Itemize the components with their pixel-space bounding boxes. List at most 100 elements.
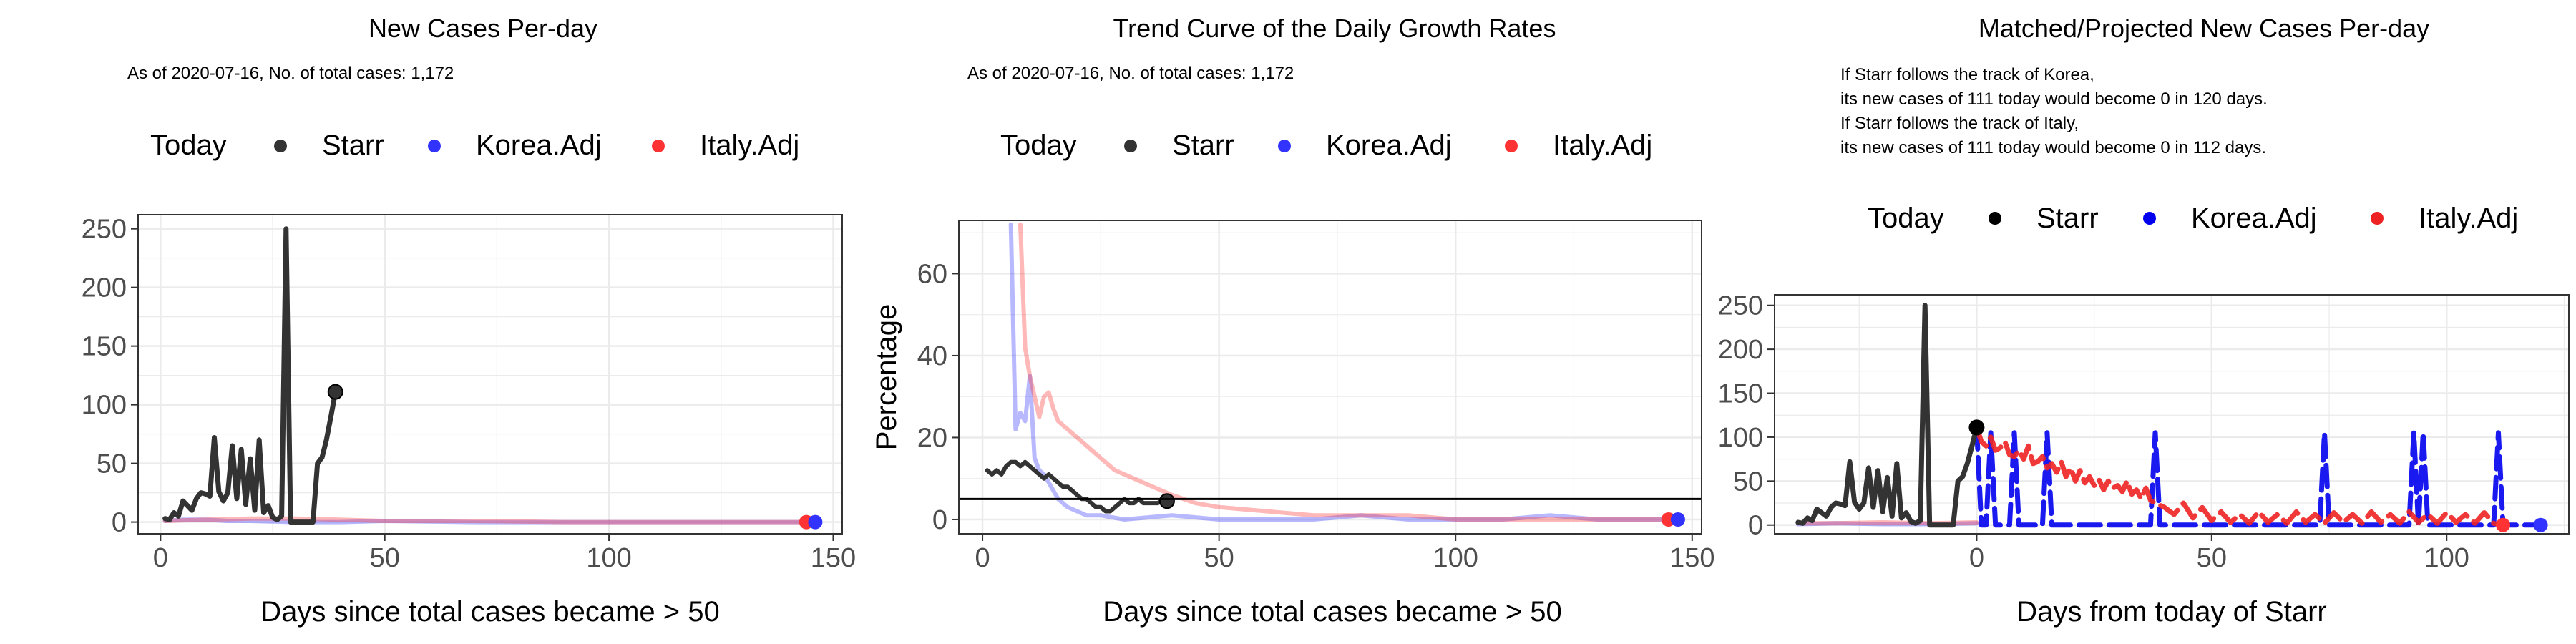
y-tick-label: 150 (82, 332, 127, 362)
legend-key-korea (2143, 212, 2156, 225)
series-line-korea-adj (1008, 222, 1680, 522)
plot-border (1774, 294, 2570, 535)
today-marker (1158, 493, 1175, 509)
y-tick-label: 200 (82, 273, 127, 303)
x-tick-label: 0 (153, 543, 168, 573)
y-tick-label: 20 (917, 423, 947, 453)
y-tick-label: 150 (1718, 379, 1763, 409)
chart-panel-new-cases: New Cases Per-day As of 2020-07-16, No. … (82, 14, 857, 628)
x-axis-label: Days from today of Starr (2016, 596, 2326, 628)
plot-border (958, 220, 1702, 535)
x-axis-ticks: 0 50 100 (1969, 534, 2469, 573)
x-axis-ticks: 0 50 100 150 (153, 534, 856, 573)
chart-title: Trend Curve of the Daily Growth Rates (1113, 14, 1556, 43)
projection-annotation: If Starr follows the track of Korea, its… (1840, 65, 2268, 157)
legend-key-starr (1989, 212, 2001, 225)
y-tick-label: 60 (917, 259, 947, 289)
legend-title: Today (1000, 130, 1077, 161)
series-line-italy-adj (162, 516, 809, 525)
plot-background (959, 220, 1702, 534)
y-axis-ticks: 0 50 100 150 200 250 (82, 215, 138, 538)
x-axis-label: Days since total cases became > 50 (1103, 596, 1561, 628)
end-marker-korea-adj (1670, 512, 1685, 527)
legend-label-italy: Italy.Adj (700, 130, 799, 161)
series-line-italy-adj (1018, 222, 1671, 522)
today-marker (1968, 419, 1985, 436)
x-tick-label: 150 (1669, 543, 1714, 573)
plot-background (1775, 295, 2569, 534)
y-tick-label: 50 (97, 449, 127, 479)
legend-label-korea: Korea.Adj (476, 130, 602, 161)
legend-title: Today (1868, 203, 1944, 234)
end-marker-italy-adj (2496, 517, 2511, 532)
legend-label-starr: Starr (1172, 130, 1234, 161)
y-tick-label: 0 (1748, 511, 1763, 541)
series-group (1795, 303, 2544, 528)
legend: Today Starr Korea.Adj Italy.Adj (150, 130, 799, 161)
x-tick-label: 100 (1433, 543, 1478, 573)
plot-border (137, 214, 843, 535)
chart-subtitle: As of 2020-07-16, No. of total cases: 1,… (127, 64, 454, 83)
today-marker (327, 384, 343, 400)
x-tick-label: 0 (975, 543, 990, 573)
legend: Today Starr Korea.Adj Italy.Adj (1000, 130, 1652, 161)
chart-panel-growth-rates: Trend Curve of the Daily Growth Rates As… (871, 14, 1714, 628)
legend-label-italy: Italy.Adj (1553, 130, 1652, 161)
y-tick-label: 250 (1718, 291, 1763, 321)
annotation-line: its new cases of 111 today would become … (1840, 138, 2266, 157)
annotation-line: If Starr follows the track of Italy, (1840, 114, 2079, 133)
legend-key-starr (1124, 140, 1137, 152)
y-axis-ticks: 0 50 100 150 200 250 (1718, 291, 1775, 541)
annotation-line: If Starr follows the track of Korea, (1840, 65, 2094, 84)
chart-subtitle: As of 2020-07-16, No. of total cases: 1,… (967, 64, 1294, 83)
legend-label-korea: Korea.Adj (1326, 130, 1452, 161)
series-line-starr (1795, 303, 1979, 528)
series-line-italy-adj-projected (1974, 424, 2506, 528)
x-tick-label: 100 (2424, 543, 2469, 573)
x-tick-label: 50 (370, 543, 400, 573)
x-tick-label: 50 (2197, 543, 2227, 573)
legend-key-italy (1505, 140, 1518, 152)
legend-key-korea (428, 140, 441, 152)
legend-key-italy (2371, 212, 2384, 225)
series-line-starr (985, 459, 1169, 514)
y-tick-label: 40 (917, 341, 947, 371)
y-tick-label: 100 (1718, 423, 1763, 453)
y-axis-label: Percentage (871, 304, 902, 451)
marker-group (1158, 493, 1685, 527)
marker-group (327, 384, 823, 530)
y-tick-label: 200 (1718, 335, 1763, 365)
x-tick-label: 50 (1204, 543, 1234, 573)
legend-key-italy (652, 140, 665, 152)
chart-title: New Cases Per-day (369, 14, 597, 43)
chart-title: Matched/Projected New Cases Per-day (1979, 14, 2429, 43)
legend-label-korea: Korea.Adj (2191, 203, 2317, 234)
legend-key-korea (1278, 140, 1291, 152)
x-axis-ticks: 0 50 100 150 (975, 534, 1714, 573)
y-tick-label: 50 (1733, 467, 1763, 497)
series-line-korea-adj-projected (1974, 424, 2544, 528)
legend-label-starr: Starr (322, 130, 384, 161)
x-tick-label: 100 (586, 543, 631, 573)
series-group (162, 226, 818, 525)
series-line-starr (162, 226, 338, 525)
marker-group (1968, 419, 2548, 532)
end-marker-korea-adj (2533, 517, 2548, 532)
chart-panel-projected: Matched/Projected New Cases Per-day If S… (1718, 14, 2570, 628)
legend-title: Today (150, 130, 227, 161)
y-tick-label: 0 (932, 505, 947, 535)
annotation-line: its new cases of 111 today would become … (1840, 89, 2268, 109)
legend-label-italy: Italy.Adj (2419, 203, 2518, 234)
legend-key-starr (274, 140, 287, 152)
legend: Today Starr Korea.Adj Italy.Adj (1868, 203, 2518, 234)
series-line-korea-adj (162, 517, 818, 525)
series-group (985, 222, 1680, 522)
x-axis-label: Days since total cases became > 50 (260, 596, 719, 628)
legend-label-starr: Starr (2036, 203, 2099, 234)
y-tick-label: 250 (82, 215, 127, 245)
x-tick-label: 0 (1969, 543, 1984, 573)
y-tick-label: 0 (112, 508, 127, 538)
grid (1775, 295, 2569, 534)
grid (959, 220, 1702, 534)
